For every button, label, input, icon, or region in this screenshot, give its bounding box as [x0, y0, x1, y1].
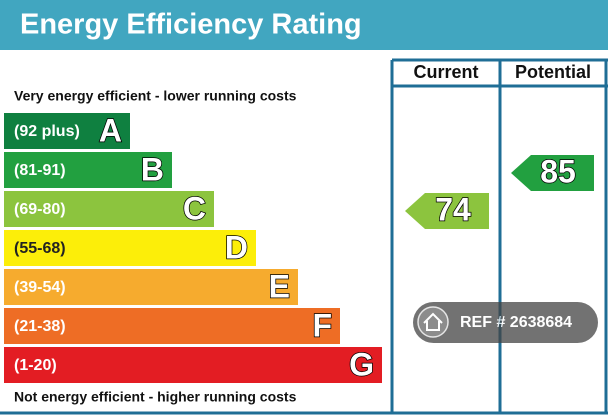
band-letter: A	[99, 112, 122, 148]
band-bar	[4, 152, 172, 188]
band-range: (69-80)	[14, 201, 66, 218]
band-range: (21-38)	[14, 318, 66, 335]
bottom-note: Not energy efficient - higher running co…	[14, 389, 297, 405]
band-range: (55-68)	[14, 240, 66, 257]
column-header: Current	[413, 62, 478, 82]
title: Energy Efficiency Rating	[20, 9, 362, 41]
band-bar	[4, 347, 382, 383]
band-letter: D	[225, 229, 248, 265]
band-bar	[4, 113, 130, 149]
frame	[0, 58, 608, 415]
band-letter: C	[183, 190, 206, 226]
band-range: (81-91)	[14, 162, 66, 179]
current-arrow: 74	[405, 191, 489, 229]
band-bar	[4, 191, 214, 227]
band-letter: B	[141, 151, 164, 187]
band-range: (92 plus)	[14, 123, 80, 140]
top-note: Very energy efficient - lower running co…	[14, 88, 297, 104]
band-bar	[4, 230, 256, 266]
band-range: (39-54)	[14, 279, 66, 296]
watermark-text: REF # 2638684	[460, 314, 572, 331]
watermark: REF # 2638684	[413, 302, 598, 343]
current-value: 74	[435, 191, 471, 227]
band-range: (1-20)	[14, 357, 57, 374]
potential-value: 85	[540, 153, 576, 189]
band-letter: F	[312, 307, 332, 343]
header-bar	[0, 0, 608, 50]
column-header: Potential	[515, 62, 591, 82]
band-bar	[4, 308, 340, 344]
band-letter: E	[269, 268, 290, 304]
band-bar	[4, 269, 298, 305]
potential-arrow: 85	[511, 153, 594, 191]
band-letter: G	[349, 346, 374, 382]
bands: (92 plus) A (81-91) B (69-80) C (55-68) D (39-54…	[4, 112, 382, 383]
